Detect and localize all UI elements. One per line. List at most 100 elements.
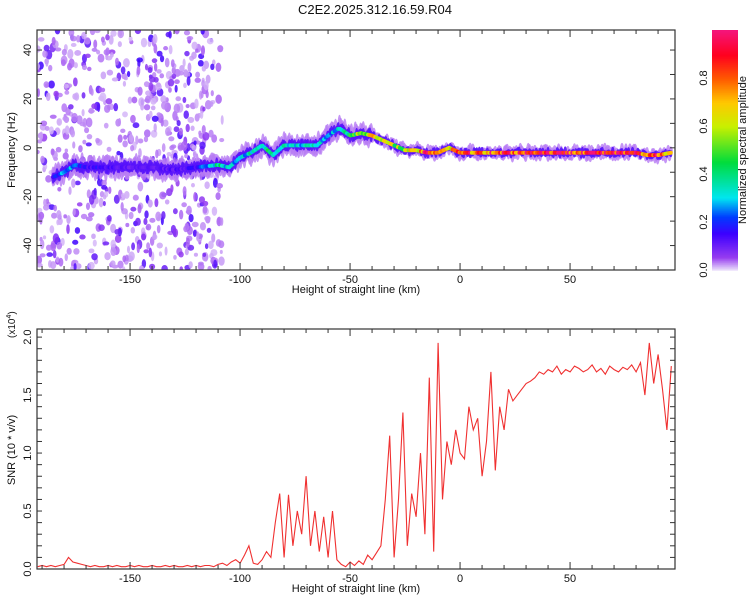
noise-blob <box>80 213 88 220</box>
colorbar-swatch <box>712 76 738 79</box>
noise-blob <box>86 133 93 140</box>
noise-blob <box>168 87 172 93</box>
noise-blob <box>178 127 184 136</box>
bottom-x-axis-label: Height of straight line (km) <box>292 583 420 595</box>
noise-blob <box>184 153 189 159</box>
noise-blob <box>96 178 104 187</box>
noise-blob <box>191 41 198 50</box>
noise-blob <box>147 199 153 208</box>
noise-blob <box>136 65 141 76</box>
noise-blob <box>144 63 149 71</box>
noise-blob <box>87 66 92 72</box>
noise-blob <box>71 178 76 188</box>
colorbar-swatch <box>712 50 738 53</box>
noise-blob <box>68 30 75 37</box>
colorbar-swatch <box>712 198 738 201</box>
noise-blob <box>73 248 80 255</box>
noise-blob <box>120 128 126 133</box>
noise-blob <box>202 106 206 112</box>
noise-blob <box>169 145 175 151</box>
noise-blob <box>45 92 51 101</box>
noise-blob <box>173 126 180 133</box>
spectrogram-image <box>37 30 673 270</box>
noise-blob <box>68 186 72 195</box>
colorbar-swatch <box>712 130 738 133</box>
noise-blob <box>120 201 124 212</box>
noise-blob <box>151 58 158 64</box>
bottom-y-axis-label: SNR (10 * v/v) <box>6 415 18 485</box>
noise-blob <box>81 108 85 117</box>
noise-blob <box>120 66 126 75</box>
noise-blob <box>208 129 214 138</box>
noise-blob <box>78 145 83 153</box>
noise-blob <box>108 49 116 55</box>
noise-blob <box>135 217 141 226</box>
noise-blob <box>51 36 56 46</box>
spectrogram-panel: -150 -100 -50 0 50 -40 -20 0 20 40 <box>22 29 676 286</box>
colorbar-swatch <box>712 264 738 267</box>
colorbar-swatch <box>712 146 738 149</box>
noise-blob <box>102 241 110 246</box>
colorbar-swatch <box>712 234 738 237</box>
colorbar-swatch <box>712 38 738 41</box>
noise-blob <box>145 90 152 96</box>
colorbar-tick-label: 0.8 <box>698 70 710 85</box>
noise-blob <box>60 59 66 67</box>
noise-blob <box>54 47 62 52</box>
noise-blob <box>73 262 77 270</box>
noise-blob <box>123 58 130 68</box>
noise-blob <box>218 240 225 249</box>
noise-blob <box>66 216 70 224</box>
noise-blob <box>105 98 113 105</box>
noise-blob <box>64 90 70 95</box>
colorbar-swatch <box>712 202 738 205</box>
noise-blob <box>96 102 101 113</box>
bottom-x-tick-label: 0 <box>457 573 463 585</box>
noise-blob <box>191 51 197 60</box>
noise-blob <box>192 229 197 237</box>
noise-blob <box>153 62 158 72</box>
noise-blob <box>42 235 47 240</box>
colorbar-swatch <box>712 232 738 235</box>
top-x-tick-label: -50 <box>342 274 358 286</box>
colorbar-swatch <box>712 214 738 217</box>
noise-blob <box>110 239 116 249</box>
noise-blob <box>50 242 57 252</box>
noise-blob <box>122 266 126 270</box>
noise-blob <box>125 222 130 228</box>
noise-blob <box>161 143 166 153</box>
noise-blob <box>143 104 151 111</box>
noise-blob <box>104 104 111 113</box>
noise-blob <box>200 30 205 35</box>
chart-title: C2E2.2025.312.16.59.R04 <box>298 2 452 17</box>
noise-blob <box>138 265 145 270</box>
noise-blob <box>94 30 101 34</box>
noise-blob <box>158 251 163 257</box>
noise-blob <box>161 265 168 270</box>
noise-blob <box>154 198 159 208</box>
noise-blob <box>215 192 221 201</box>
colorbar-swatch <box>712 134 738 137</box>
noise-blob <box>99 191 105 198</box>
noise-blob <box>201 46 205 56</box>
noise-blob <box>108 35 114 45</box>
colorbar-swatch <box>712 96 738 99</box>
colorbar-swatch <box>712 72 738 75</box>
colorbar-swatch <box>712 80 738 83</box>
noise-blob <box>113 194 120 204</box>
noise-blob <box>110 223 117 234</box>
colorbar-swatch <box>712 124 738 127</box>
noise-blob <box>82 139 87 145</box>
noise-blob <box>37 63 41 70</box>
noise-blob <box>163 46 169 51</box>
noise-blob <box>91 233 96 240</box>
noise-blob <box>199 141 206 150</box>
noise-blob <box>215 62 222 73</box>
colorbar-swatch <box>712 260 738 263</box>
noise-blob <box>100 71 107 80</box>
colorbar-swatch <box>712 58 738 61</box>
colorbar-swatch <box>712 148 738 151</box>
noise-blob <box>159 191 167 200</box>
noise-blob <box>124 190 130 199</box>
colorbar-swatch <box>712 136 738 139</box>
